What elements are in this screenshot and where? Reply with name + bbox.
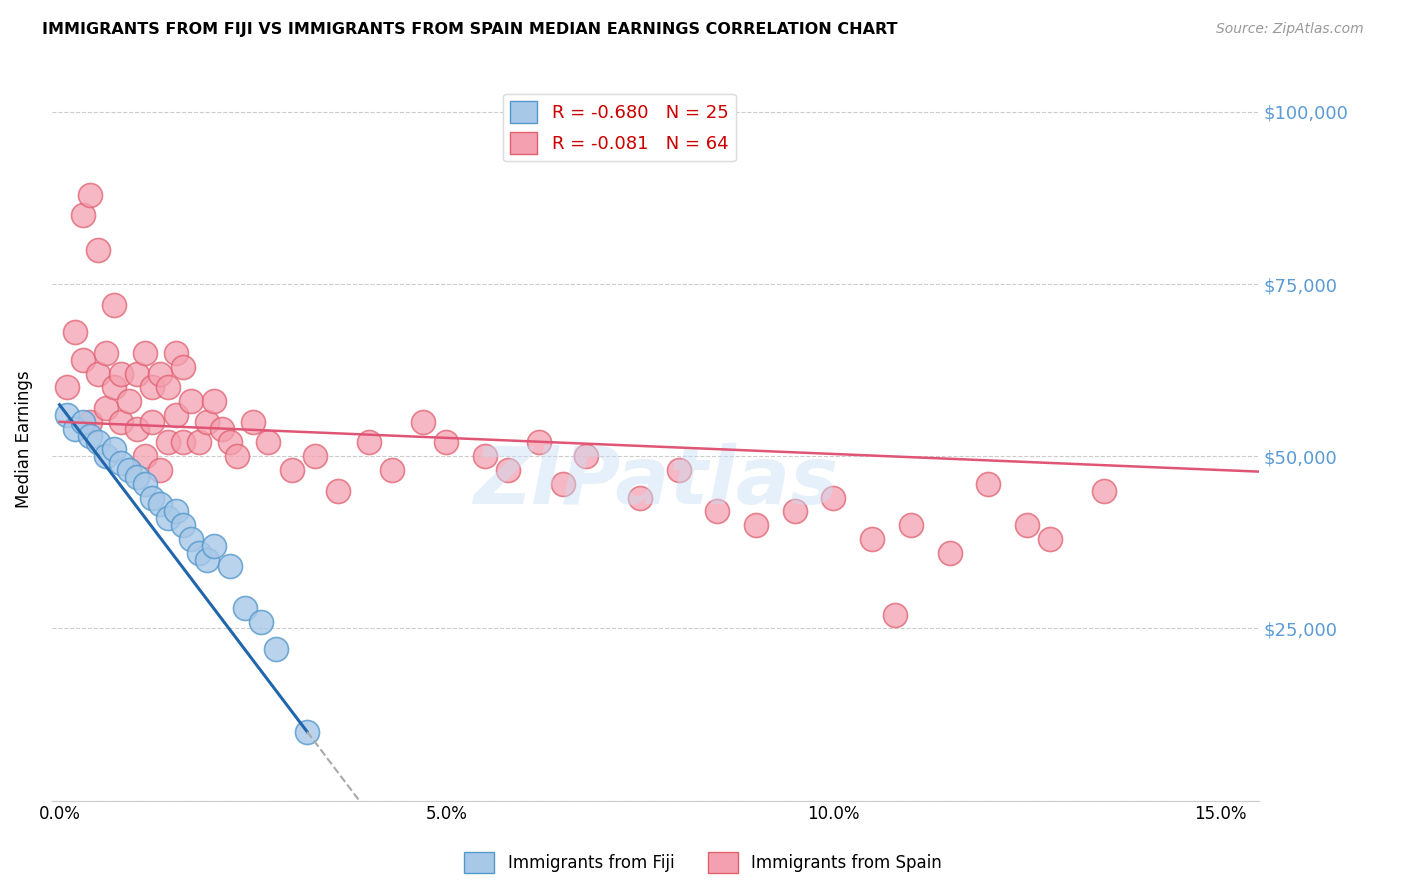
Point — [87, 243, 110, 257]
Point — [63, 422, 86, 436]
Point — [381, 463, 404, 477]
Point — [202, 539, 225, 553]
Point — [551, 476, 574, 491]
Point — [783, 504, 806, 518]
Point — [56, 380, 79, 394]
Point — [79, 428, 101, 442]
Point — [72, 352, 94, 367]
Point — [436, 435, 458, 450]
Point — [63, 326, 86, 340]
Point — [242, 415, 264, 429]
Point — [211, 422, 233, 436]
Point — [187, 546, 209, 560]
Point — [180, 394, 202, 409]
Text: Source: ZipAtlas.com: Source: ZipAtlas.com — [1216, 22, 1364, 37]
Point — [977, 476, 1000, 491]
Point — [938, 546, 960, 560]
Point — [149, 367, 172, 381]
Point — [172, 518, 194, 533]
Point — [79, 187, 101, 202]
Point — [280, 463, 302, 477]
Point — [474, 449, 496, 463]
Point — [1015, 518, 1038, 533]
Point — [498, 463, 520, 477]
Point — [706, 504, 728, 518]
Point — [195, 552, 218, 566]
Point — [134, 449, 156, 463]
Point — [180, 532, 202, 546]
Point — [134, 346, 156, 360]
Point — [165, 504, 187, 518]
Point — [187, 435, 209, 450]
Point — [900, 518, 922, 533]
Legend: R = -0.680   N = 25, R = -0.081   N = 64: R = -0.680 N = 25, R = -0.081 N = 64 — [503, 94, 735, 161]
Point — [668, 463, 690, 477]
Point — [118, 394, 141, 409]
Point — [165, 408, 187, 422]
Point — [257, 435, 280, 450]
Point — [149, 498, 172, 512]
Text: ZIPatlas: ZIPatlas — [472, 443, 838, 522]
Point — [860, 532, 883, 546]
Point — [110, 367, 132, 381]
Point — [103, 380, 125, 394]
Point — [156, 511, 179, 525]
Point — [218, 559, 240, 574]
Point — [94, 346, 117, 360]
Point — [72, 208, 94, 222]
Point — [87, 367, 110, 381]
Point — [357, 435, 380, 450]
Point — [72, 415, 94, 429]
Point — [134, 476, 156, 491]
Point — [79, 415, 101, 429]
Point — [1039, 532, 1062, 546]
Point — [103, 298, 125, 312]
Point — [412, 415, 434, 429]
Point — [165, 346, 187, 360]
Point — [87, 435, 110, 450]
Point — [823, 491, 845, 505]
Point — [226, 449, 249, 463]
Point — [125, 367, 148, 381]
Point — [884, 607, 907, 622]
Point — [745, 518, 768, 533]
Legend: Immigrants from Fiji, Immigrants from Spain: Immigrants from Fiji, Immigrants from Sp… — [457, 846, 949, 880]
Point — [141, 491, 163, 505]
Point — [118, 463, 141, 477]
Point — [195, 415, 218, 429]
Point — [529, 435, 551, 450]
Point — [326, 483, 349, 498]
Point — [233, 600, 256, 615]
Point — [103, 442, 125, 457]
Point — [125, 470, 148, 484]
Point — [575, 449, 598, 463]
Point — [295, 724, 318, 739]
Point — [202, 394, 225, 409]
Point — [249, 615, 271, 629]
Point — [156, 380, 179, 394]
Point — [172, 359, 194, 374]
Point — [94, 449, 117, 463]
Text: IMMIGRANTS FROM FIJI VS IMMIGRANTS FROM SPAIN MEDIAN EARNINGS CORRELATION CHART: IMMIGRANTS FROM FIJI VS IMMIGRANTS FROM … — [42, 22, 897, 37]
Point — [94, 401, 117, 415]
Point — [141, 380, 163, 394]
Point — [172, 435, 194, 450]
Point — [218, 435, 240, 450]
Point — [56, 408, 79, 422]
Point — [110, 415, 132, 429]
Point — [304, 449, 326, 463]
Point — [264, 642, 287, 657]
Point — [125, 422, 148, 436]
Point — [110, 456, 132, 470]
Point — [141, 415, 163, 429]
Y-axis label: Median Earnings: Median Earnings — [15, 370, 32, 508]
Point — [628, 491, 651, 505]
Point — [149, 463, 172, 477]
Point — [1092, 483, 1115, 498]
Point — [156, 435, 179, 450]
